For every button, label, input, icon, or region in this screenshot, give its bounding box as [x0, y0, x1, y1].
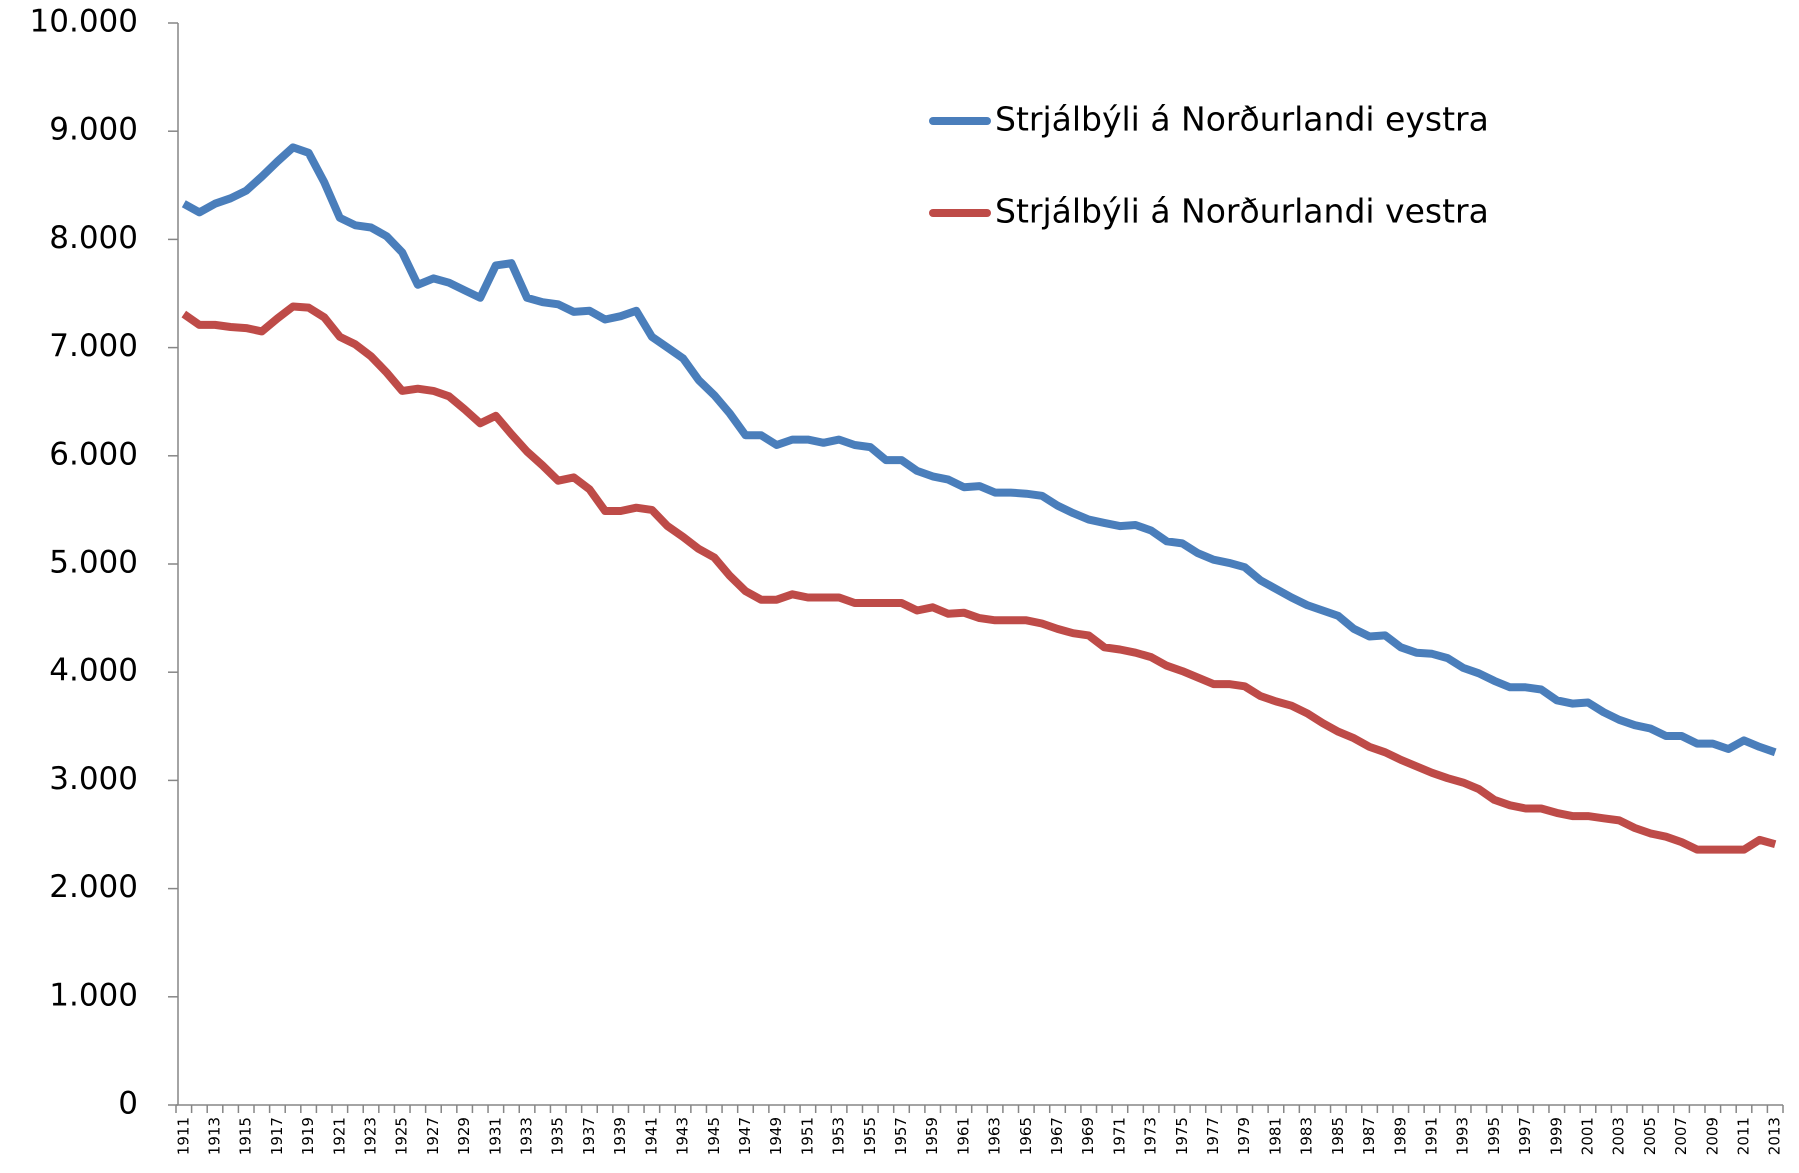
x-tick-label: 1991	[1422, 1117, 1440, 1155]
legend-label: Strjálbýli á Norðurlandi vestra	[995, 192, 1489, 231]
x-tick-label: 1969	[1079, 1117, 1097, 1155]
x-tick-label: 1933	[518, 1117, 536, 1155]
x-tick-label: 1911	[174, 1117, 192, 1155]
y-tick-label: 9.000	[49, 112, 138, 148]
x-tick-label: 1935	[549, 1117, 567, 1155]
x-tick-label: 2007	[1672, 1117, 1690, 1155]
x-tick-label: 1949	[767, 1117, 785, 1155]
x-tick-label: 2013	[1766, 1117, 1784, 1155]
x-tick-label: 2001	[1578, 1117, 1596, 1155]
y-tick-label: 1.000	[49, 977, 138, 1013]
x-tick-label: 1929	[455, 1117, 473, 1155]
x-tick-label: 1973	[1142, 1117, 1160, 1155]
x-tick-label: 1983	[1298, 1117, 1316, 1155]
x-tick-label: 1927	[424, 1117, 442, 1155]
y-tick-label: 7.000	[49, 328, 138, 364]
x-tick-label: 1961	[954, 1117, 972, 1155]
y-tick-label: 3.000	[49, 761, 138, 797]
x-tick-label: 1925	[393, 1117, 411, 1155]
y-tick-label: 6.000	[49, 436, 138, 472]
y-tick-label: 8.000	[49, 220, 138, 256]
x-tick-label: 1919	[299, 1117, 317, 1155]
x-tick-label: 2003	[1610, 1117, 1628, 1155]
x-tick-label: 1913	[206, 1117, 224, 1155]
line-series	[181, 302, 1777, 854]
x-tick-label: 1979	[1235, 1117, 1253, 1155]
x-tick-label: 1993	[1454, 1117, 1472, 1155]
x-tick-label: 1955	[861, 1117, 879, 1155]
x-tick-label: 1999	[1547, 1117, 1565, 1155]
x-tick-label: 1985	[1329, 1117, 1347, 1155]
legend-label: Strjálbýli á Norðurlandi eystra	[995, 100, 1489, 139]
x-tick-label: 1915	[237, 1117, 255, 1155]
x-tick-label: 1951	[798, 1117, 816, 1155]
x-tick-label: 1943	[674, 1117, 692, 1155]
x-tick-label: 1967	[1048, 1117, 1066, 1155]
x-tick-label: 1971	[1110, 1117, 1128, 1155]
x-tick-label: 1981	[1266, 1117, 1284, 1155]
x-tick-label: 1987	[1360, 1117, 1378, 1155]
x-tick-label: 1975	[1173, 1117, 1191, 1155]
x-tick-label: 1923	[362, 1117, 380, 1155]
x-tick-label: 1939	[611, 1117, 629, 1155]
y-tick-label: 5.000	[49, 545, 138, 581]
x-tick-label: 2011	[1734, 1117, 1752, 1155]
line-series	[181, 143, 1777, 757]
y-tick-label: 4.000	[49, 653, 138, 689]
y-tick-label: 0	[118, 1086, 138, 1122]
x-tick-label: 1947	[736, 1117, 754, 1155]
x-tick-label: 1965	[1017, 1117, 1035, 1155]
x-tick-label: 1941	[642, 1117, 660, 1155]
y-tick-label: 2.000	[49, 869, 138, 905]
x-tick-label: 1963	[986, 1117, 1004, 1155]
x-tick-label: 1921	[330, 1117, 348, 1155]
x-tick-label: 1989	[1391, 1117, 1409, 1155]
x-tick-label: 2009	[1703, 1117, 1721, 1155]
x-tick-label: 1931	[486, 1117, 504, 1155]
x-tick-label: 2005	[1641, 1117, 1659, 1155]
x-tick-label: 1937	[580, 1117, 598, 1155]
x-tick-label: 1957	[892, 1117, 910, 1155]
x-tick-label: 1953	[830, 1117, 848, 1155]
x-tick-label: 1997	[1516, 1117, 1534, 1155]
y-tick-label: 10.000	[30, 4, 138, 40]
x-tick-label: 1945	[705, 1117, 723, 1155]
x-tick-label: 1995	[1485, 1117, 1503, 1155]
x-tick-label: 1977	[1204, 1117, 1222, 1155]
x-tick-label: 1959	[923, 1117, 941, 1155]
x-tick-label: 1917	[268, 1117, 286, 1155]
